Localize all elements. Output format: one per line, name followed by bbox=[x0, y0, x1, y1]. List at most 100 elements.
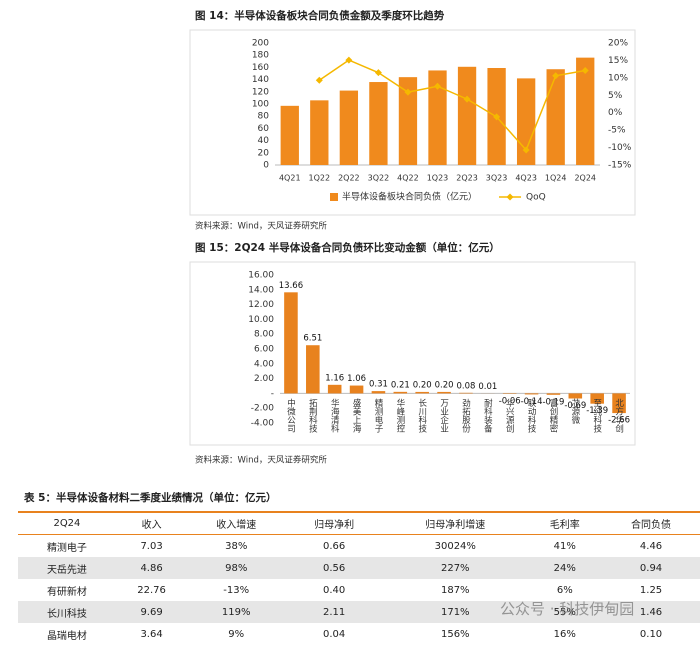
y-tick-label: 160 bbox=[252, 63, 269, 73]
cell: 0.40 bbox=[285, 579, 383, 601]
y-tick-label: 14.00 bbox=[248, 285, 274, 295]
value-label: 0.08 bbox=[456, 381, 475, 391]
y-tick-label: 8.00 bbox=[254, 330, 274, 340]
cell: 2.11 bbox=[285, 601, 383, 623]
value-label: 0.21 bbox=[391, 380, 410, 390]
bar bbox=[458, 67, 476, 165]
header-cell: 归母净利增速 bbox=[383, 512, 527, 535]
x-tick-label: 3Q22 bbox=[368, 174, 390, 183]
cell: 22.76 bbox=[116, 579, 187, 601]
legend-swatch bbox=[330, 193, 338, 201]
header-cell: 收入 bbox=[116, 512, 187, 535]
y2-tick-label: -10% bbox=[608, 143, 632, 153]
x-tick-label: 中微公司 bbox=[285, 398, 295, 433]
x-tick-label: 劲拓股份 bbox=[460, 398, 470, 434]
y-tick-label: 6.00 bbox=[254, 345, 274, 355]
value-label: 0.01 bbox=[478, 382, 497, 392]
y-tick-label: 40 bbox=[258, 136, 270, 146]
bar bbox=[372, 391, 386, 393]
charts: 图 14：半导体设备板块合同负债金额及季度环比趋势 资料来源：Wind，天风证券… bbox=[0, 0, 700, 490]
y-tick-label: -4.00 bbox=[251, 419, 275, 429]
bar bbox=[459, 393, 473, 394]
x-tick-label: 拓荆科技 bbox=[307, 398, 317, 434]
cell: 4.46 bbox=[602, 535, 700, 558]
legend-label: 半导体设备板块合同负债（亿元） bbox=[342, 191, 477, 203]
x-tick-label: 盛美上海 bbox=[351, 398, 361, 434]
cell: 精测电子 bbox=[18, 535, 116, 558]
x-tick-label: 至纯科技 bbox=[592, 398, 602, 433]
value-label: 1.16 bbox=[325, 373, 344, 383]
header-cell: 归母净利 bbox=[285, 512, 383, 535]
chart-title: 图 14：半导体设备板块合同负债金额及季度环比趋势 bbox=[195, 9, 445, 22]
cell: 3.64 bbox=[116, 623, 187, 645]
cell: 119% bbox=[187, 601, 285, 623]
table-title: 表 5：半导体设备材料二季度业绩情况（单位：亿元） bbox=[24, 490, 700, 505]
cell: 38% bbox=[187, 535, 285, 558]
value-label: 0.20 bbox=[435, 380, 454, 390]
x-tick-label: 华兴源创 bbox=[504, 398, 514, 434]
bar bbox=[394, 392, 408, 394]
y-tick-label: 80 bbox=[258, 112, 270, 122]
y2-tick-label: 10% bbox=[608, 73, 628, 83]
y2-tick-label: 5% bbox=[608, 91, 623, 101]
cell: 0.66 bbox=[285, 535, 383, 558]
x-tick-label: 耐科装备 bbox=[482, 398, 492, 434]
bar bbox=[310, 100, 328, 165]
x-tick-label: 精测电子 bbox=[373, 398, 383, 433]
x-tick-label: 2Q23 bbox=[456, 174, 478, 183]
y2-tick-label: 20% bbox=[608, 39, 628, 49]
x-tick-label: 2Q22 bbox=[338, 174, 360, 183]
x-tick-label: 联动科技 bbox=[526, 398, 536, 433]
header-cell: 2Q24 bbox=[18, 512, 116, 535]
cell: 0.56 bbox=[285, 557, 383, 579]
cell: 7.03 bbox=[116, 535, 187, 558]
x-tick-label: 华海清科 bbox=[329, 398, 339, 434]
cell: 30024% bbox=[383, 535, 527, 558]
line bbox=[319, 60, 585, 150]
y2-tick-label: 0% bbox=[608, 108, 623, 118]
header-cell: 合同负债 bbox=[602, 512, 700, 535]
y-tick-label: -2.00 bbox=[251, 404, 275, 414]
y-tick-label: 16.00 bbox=[248, 271, 274, 281]
x-tick-label: 4Q23 bbox=[515, 174, 537, 183]
bar bbox=[328, 385, 342, 394]
bar bbox=[284, 292, 298, 393]
bar bbox=[281, 106, 299, 165]
value-label: 1.06 bbox=[347, 374, 366, 384]
x-tick-label: 万业企业 bbox=[439, 398, 449, 432]
x-tick-label: 富创精密 bbox=[548, 398, 558, 434]
cell: 227% bbox=[383, 557, 527, 579]
header-cell: 收入增速 bbox=[187, 512, 285, 535]
cell: 98% bbox=[187, 557, 285, 579]
cell: 4.86 bbox=[116, 557, 187, 579]
legend-label: QoQ bbox=[526, 193, 546, 203]
y-tick-label: 180 bbox=[252, 51, 269, 61]
y-tick-label: 60 bbox=[258, 124, 270, 134]
x-tick-label: 华峰测控 bbox=[395, 398, 405, 434]
y-tick-label: 200 bbox=[252, 39, 269, 49]
bar bbox=[437, 392, 451, 393]
y-tick-label: 10.00 bbox=[248, 315, 274, 325]
cell: 16% bbox=[528, 623, 603, 645]
watermark: 公众号 · 科技伊甸园 bbox=[500, 598, 634, 619]
cell: 156% bbox=[383, 623, 527, 645]
bar bbox=[415, 392, 429, 393]
cell: 0.04 bbox=[285, 623, 383, 645]
y-tick-label: 12.00 bbox=[248, 300, 274, 310]
y-tick-label: 4.00 bbox=[254, 359, 274, 369]
header-cell: 毛利率 bbox=[528, 512, 603, 535]
y-tick-label: 20 bbox=[258, 148, 270, 158]
cell: -13% bbox=[187, 579, 285, 601]
y-tick-label: - bbox=[271, 389, 274, 399]
x-tick-label: 芯源微 bbox=[570, 398, 580, 425]
chart-title: 图 15：2Q24 半导体设备合同负债环比变动金额（单位：亿元） bbox=[195, 241, 500, 254]
legend-marker bbox=[507, 194, 514, 201]
cell: 长川科技 bbox=[18, 601, 116, 623]
bar bbox=[369, 82, 387, 165]
